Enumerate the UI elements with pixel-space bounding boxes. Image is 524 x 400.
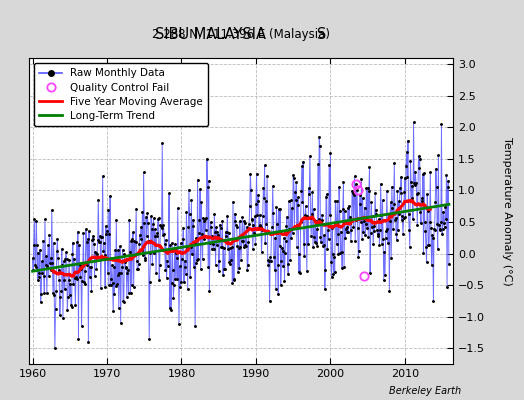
Text: 2.288 N, 111.396 E (Malaysia): 2.288 N, 111.396 E (Malaysia) bbox=[152, 28, 330, 41]
Y-axis label: Temperature Anomaly (°C): Temperature Anomaly (°C) bbox=[502, 137, 512, 285]
Text: Berkeley Earth: Berkeley Earth bbox=[389, 386, 461, 396]
Title: SIBU MALAYSIA           S: SIBU MALAYSIA S bbox=[156, 26, 326, 42]
Legend: Raw Monthly Data, Quality Control Fail, Five Year Moving Average, Long-Term Tren: Raw Monthly Data, Quality Control Fail, … bbox=[34, 63, 209, 126]
